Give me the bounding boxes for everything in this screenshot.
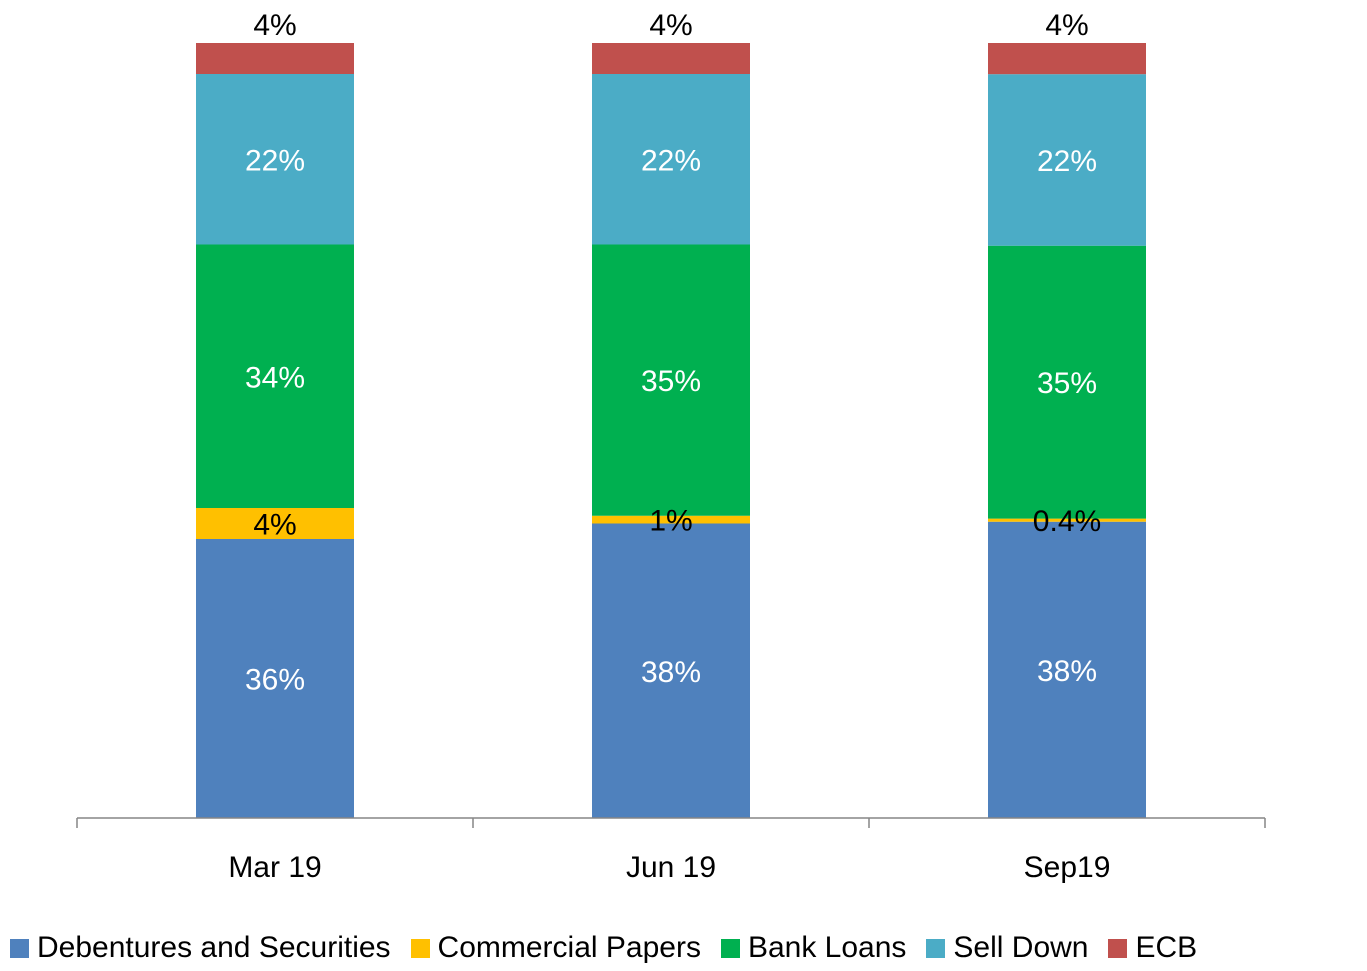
bar-segment-sell-down-1: [592, 74, 750, 245]
bars-group: [196, 43, 1146, 818]
legend-item-bank-loans: Bank Loans: [720, 931, 907, 965]
bar-segment-debentures-and-securities-0: [196, 539, 354, 818]
data-label-ecb-0: 4%: [253, 9, 296, 42]
bar-segment-ecb-2: [988, 43, 1146, 75]
legend-label: Sell Down: [953, 931, 1089, 964]
bar-segment-bank-loans-2: [988, 245, 1146, 519]
bar-segment-commercial-papers-0: [196, 508, 354, 539]
data-label-bank-loans-0: 34%: [245, 361, 305, 394]
bar-segment-bank-loans-1: [592, 244, 750, 516]
legend-swatch: [10, 938, 29, 958]
bar-segment-debentures-and-securities-2: [988, 521, 1146, 818]
data-labels-group: 36% 4% 34% 22% 4% 38% 1% 35% 22% 4% 38% 0.4% 35% 22% 4…: [245, 9, 1101, 697]
bar-segment-commercial-papers-2: [988, 518, 1146, 522]
data-label-commercial-papers-1: 1%: [649, 505, 692, 538]
x-tick-label-2: Sep19: [1024, 851, 1111, 884]
x-tick-label-1: Jun 19: [626, 851, 716, 884]
bar-segment-ecb-1: [592, 43, 750, 74]
legend-label: Commercial Papers: [437, 931, 701, 964]
legend-label: Bank Loans: [747, 931, 907, 964]
legend-swatch: [1108, 938, 1128, 958]
x-tick-label-0: Mar 19: [228, 851, 321, 884]
data-label-sell-down-2: 22%: [1037, 145, 1097, 178]
bar-segment-sell-down-2: [988, 74, 1146, 246]
bar-segment-ecb-0: [196, 43, 354, 74]
bar-segment-commercial-papers-1: [592, 515, 750, 524]
bar-segment-bank-loans-0: [196, 244, 354, 508]
data-label-debentures-and-securities-0: 36%: [245, 664, 305, 697]
legend-label: ECB: [1135, 931, 1198, 964]
data-label-ecb-1: 4%: [649, 9, 692, 42]
legend-item-debentures-and-securities: Debentures and Securities: [10, 931, 391, 965]
data-label-commercial-papers-0: 4%: [253, 509, 296, 542]
legend-label: Debentures and Securities: [37, 931, 391, 964]
legend-item-commercial-papers: Commercial Papers: [410, 931, 701, 965]
bar-segment-sell-down-0: [196, 74, 354, 245]
legend-swatch: [720, 938, 740, 958]
legend-swatch: [410, 938, 430, 958]
data-label-sell-down-0: 22%: [245, 144, 305, 177]
legend-item-sell-down: Sell Down: [926, 931, 1088, 965]
data-label-debentures-and-securities-2: 38%: [1037, 655, 1097, 688]
data-label-ecb-2: 4%: [1045, 9, 1088, 42]
x-axis: Mar 19 Jun 19 Sep19: [76, 817, 1266, 884]
data-label-commercial-papers-2: 0.4%: [1033, 505, 1101, 538]
legend-swatch: [926, 938, 946, 958]
bar-segment-debentures-and-securities-1: [592, 523, 750, 818]
data-label-bank-loans-1: 35%: [641, 365, 701, 398]
legend-item-ecb: ECB: [1108, 931, 1197, 965]
data-label-sell-down-1: 22%: [641, 144, 701, 177]
legend: Debentures and Securities Commercial Pape…: [10, 930, 1197, 966]
data-label-debentures-and-securities-1: 38%: [641, 656, 701, 689]
data-label-bank-loans-2: 35%: [1037, 367, 1097, 400]
